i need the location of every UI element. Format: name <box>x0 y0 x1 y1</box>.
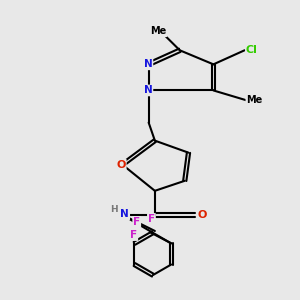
Text: F: F <box>133 217 140 227</box>
Text: N: N <box>144 59 152 69</box>
Text: F: F <box>130 230 137 240</box>
Text: H: H <box>110 205 118 214</box>
Text: N: N <box>144 85 152 95</box>
Text: N: N <box>121 209 129 219</box>
Text: F: F <box>148 214 155 224</box>
Text: O: O <box>197 210 207 220</box>
Text: Cl: Cl <box>246 45 258 55</box>
Text: O: O <box>116 160 126 170</box>
Text: Me: Me <box>246 95 262 106</box>
Text: Me: Me <box>150 26 167 36</box>
